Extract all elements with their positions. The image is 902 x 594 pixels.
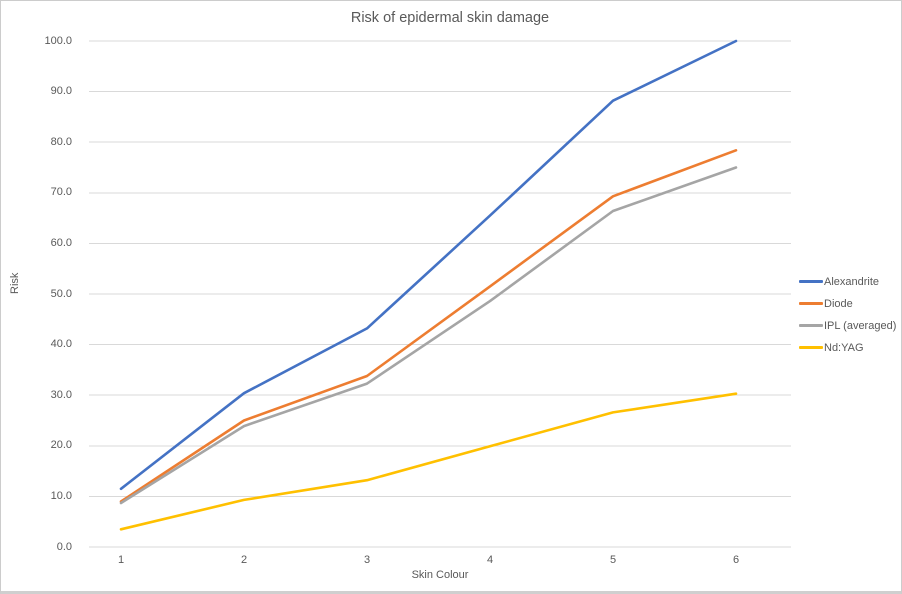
legend-line-swatch: [799, 346, 823, 349]
legend-line-swatch: [799, 280, 823, 283]
x-tick-label: 6: [732, 554, 740, 566]
y-tick-label: 90.0: [50, 85, 72, 98]
x-tick-label: 3: [363, 554, 371, 566]
series-line-nd-yag: [119, 392, 738, 531]
series-line-diode: [119, 149, 738, 503]
legend-line-swatch: [799, 324, 823, 327]
legend-item-alexandrite: Alexandrite: [799, 275, 896, 288]
y-tick-label: 60.0: [50, 236, 72, 249]
legend-label: Diode: [824, 297, 853, 310]
legend-item-nd-yag: Nd:YAG: [799, 341, 896, 354]
y-tick-label: 50.0: [50, 287, 72, 300]
series-line-ipl-averaged: [119, 166, 738, 505]
series-line-alexandrite: [119, 39, 738, 491]
x-axis-title: Skin Colour: [411, 569, 469, 581]
plot-area: [89, 39, 791, 548]
y-tick-label: 70.0: [50, 186, 72, 199]
y-tick-label: 100.0: [44, 34, 72, 47]
x-tick-label: 2: [240, 554, 248, 566]
legend-item-ipl-averaged: IPL (averaged): [799, 319, 896, 332]
legend-line-swatch: [799, 302, 823, 305]
y-tick-label: 10.0: [50, 489, 72, 502]
x-tick-label: 4: [486, 554, 494, 566]
x-tick-label: 5: [609, 554, 617, 566]
legend-label: Alexandrite: [824, 275, 880, 288]
legend: Alexandrite Diode IPL (averaged) Nd:YAG: [799, 275, 896, 354]
legend-label: IPL (averaged): [824, 319, 897, 332]
y-tick-label: 30.0: [50, 388, 72, 401]
y-tick-label: 40.0: [50, 338, 72, 351]
y-tick-label: 20.0: [50, 439, 72, 452]
legend-item-diode: Diode: [799, 297, 896, 310]
y-tick-label: 80.0: [50, 135, 72, 148]
x-tick-label: 1: [117, 554, 125, 566]
chart-title: Risk of epidermal skin damage: [350, 10, 550, 26]
legend-label: Nd:YAG: [824, 341, 864, 354]
y-tick-label: 0.0: [56, 540, 72, 553]
